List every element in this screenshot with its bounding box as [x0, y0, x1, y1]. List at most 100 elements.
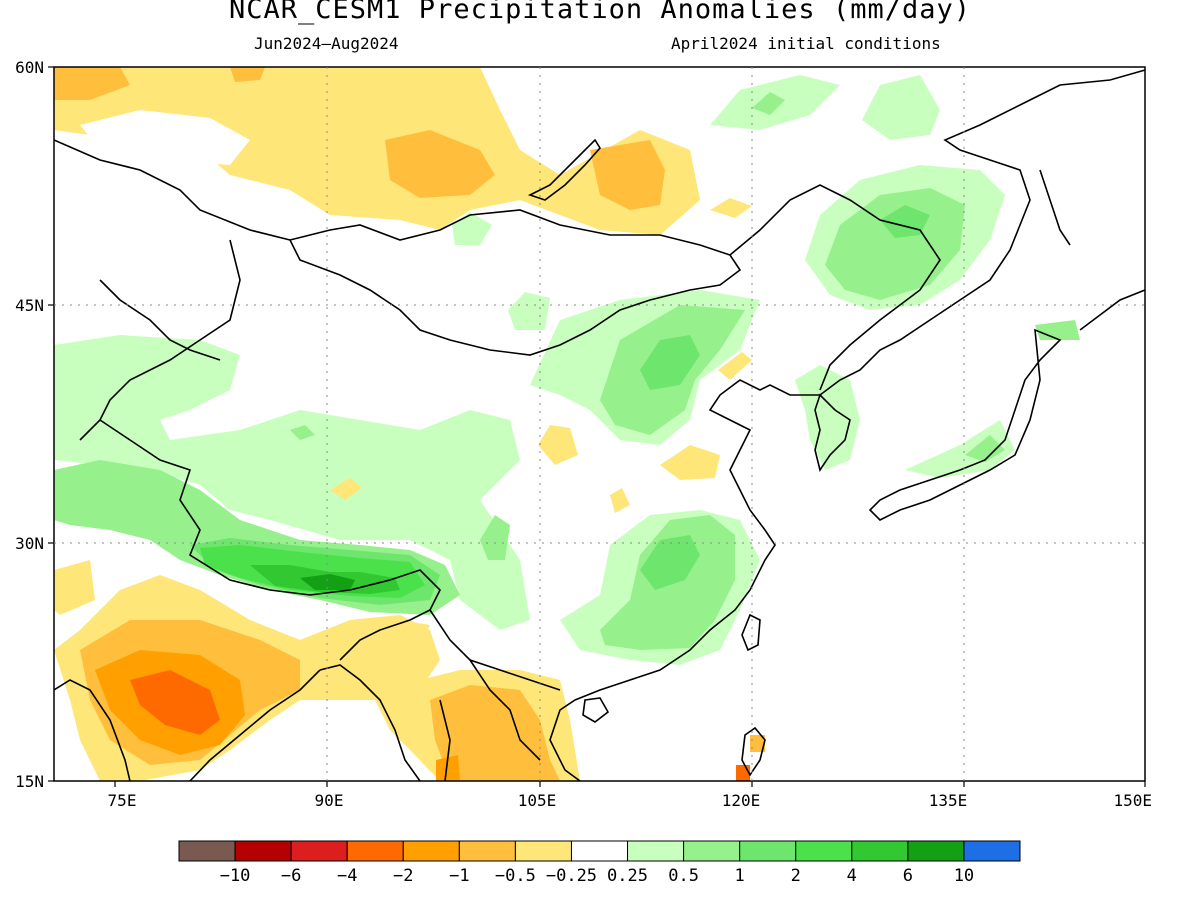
wet-patch-hokkaido — [1035, 320, 1080, 340]
lat-label-30n: 30N — [15, 534, 44, 553]
colorbar-tick-label: 0.5 — [668, 866, 699, 886]
moderate-dry-baikal — [590, 140, 665, 210]
dry-region-northwest — [54, 67, 700, 235]
colorbar-tick-label: 4 — [847, 866, 857, 886]
wet-patch-siberia-south — [452, 212, 492, 245]
wet-core-manchuria — [825, 188, 965, 300]
colorbar-swatch — [795, 840, 853, 862]
wet-patch-tarim — [290, 425, 315, 440]
colorbar-swatch — [458, 840, 516, 862]
colorbar-tick-label: −10 — [220, 866, 251, 886]
wet-core-himalaya-max — [300, 574, 355, 590]
colorbar-tick-label: 2 — [791, 866, 801, 886]
coastline-philippines — [741, 726, 766, 777]
dry-region-indochina-moderate — [430, 685, 560, 781]
lon-label-105e: 105E — [518, 791, 557, 810]
wet-core-south-china-inner — [640, 535, 700, 590]
plot-frame — [53, 66, 1146, 782]
border-mongolia — [288, 209, 742, 356]
wet-patch-korea — [795, 365, 860, 470]
lat-label-60n: 60N — [15, 58, 44, 77]
moderate-dry-siberia — [385, 130, 495, 198]
colorbar-swatch — [963, 840, 1021, 862]
colorbar-swatch — [739, 840, 797, 862]
wet-region-okhotsk — [862, 75, 940, 140]
border-himalaya — [99, 419, 441, 661]
dry-region-india-core — [130, 670, 220, 735]
moderate-dry-north-edge — [230, 67, 265, 82]
wet-patch-qaidam — [480, 515, 510, 560]
colorbar-swatch — [627, 840, 685, 862]
colorbar-swatch — [683, 840, 741, 862]
init-conditions-subtitle: April2024 initial conditions — [671, 34, 941, 53]
lon-label-120e: 120E — [722, 791, 761, 810]
lon-label-75e: 75E — [108, 791, 137, 810]
dry-patch-west-edge — [54, 560, 95, 615]
coastline-india — [54, 669, 321, 781]
white-gap-northwest — [80, 110, 250, 165]
dry-patch-philippines — [750, 735, 765, 752]
wet-core-north — [752, 92, 785, 115]
colorbar-tick-label: −4 — [337, 866, 357, 886]
colorbar-tick-label: 0.25 — [607, 866, 648, 886]
colorbar-tick-label: −0.25 — [546, 866, 597, 886]
colorbar-tick-label: 6 — [903, 866, 913, 886]
wet-patch-japan — [905, 420, 1015, 478]
dry-patch-yunnan — [610, 488, 630, 513]
lon-label-90e: 90E — [315, 791, 344, 810]
wet-region-central-asia — [54, 335, 530, 630]
colorbar-tick-label: 10 — [954, 866, 974, 886]
dry-patch-tibet — [330, 478, 362, 500]
dry-patch-bay-of-bengal — [350, 620, 430, 648]
dry-patch-sichuan — [538, 425, 578, 465]
season-subtitle: Jun2024–Aug2024 — [254, 34, 399, 53]
coastline-kamchatka — [1079, 289, 1145, 331]
colorbar-swatch — [178, 840, 236, 862]
colorbar: −10 −6 −4 −2 −1 −0.5 −0.25 0.25 0.5 1 2 4 6 10 — [178, 840, 1021, 886]
dry-patch-manchuria — [710, 198, 752, 218]
colorbar-tick-label: 1 — [735, 866, 745, 886]
colorbar-tick-label: −6 — [281, 866, 301, 886]
lat-label-45n: 45N — [15, 296, 44, 315]
colorbar-tick-label: −2 — [393, 866, 413, 886]
coastline-hainan — [582, 697, 610, 723]
wet-core-north-china-inner — [640, 335, 700, 390]
colorbar-tick-label: −1 — [449, 866, 469, 886]
lat-label-15n: 15N — [15, 772, 44, 791]
colorbar-swatch — [346, 840, 404, 862]
coastline-east-asia — [549, 69, 1145, 781]
border-china-west — [79, 239, 241, 441]
colorbar-swatch — [234, 840, 292, 862]
coastline-baikal — [527, 138, 601, 201]
coastline-bengal-burma — [319, 664, 421, 781]
coastline-korea — [814, 393, 851, 472]
dry-patch-philippines-south — [736, 765, 750, 781]
coastlines-and-borders — [54, 69, 1145, 781]
dry-patch-bohai — [718, 352, 752, 380]
anomaly-shading — [54, 67, 1080, 781]
dry-patch-yellow-river — [660, 445, 720, 480]
lon-label-135e: 135E — [929, 791, 968, 810]
coastline-japan — [868, 328, 1062, 521]
tick-marks — [48, 66, 1146, 787]
colorbar-swatch — [851, 840, 909, 862]
colorbar-swatch — [402, 840, 460, 862]
coastline-sakhalin — [1039, 169, 1071, 246]
colorbar-swatch — [290, 840, 348, 862]
colorbar-swatch — [907, 840, 965, 862]
wet-patch-mongolia — [508, 292, 550, 330]
dry-patch-indochina-core — [436, 755, 460, 781]
map-title: NCAR_CESM1 Precipitation Anomalies (mm/d… — [229, 0, 971, 25]
border-indochina — [429, 609, 561, 781]
colorbar-swatch — [514, 840, 572, 862]
wet-patch-japan-core — [965, 435, 1005, 462]
lon-label-150e: 150E — [1113, 791, 1152, 810]
border-northeast-china — [729, 184, 941, 391]
colorbar-tick-label: −0.5 — [495, 866, 536, 886]
coastline-taiwan — [741, 613, 761, 652]
border-kazakhstan — [54, 139, 291, 361]
moderate-dry-northwest — [54, 67, 130, 100]
colorbar-swatch — [570, 840, 629, 862]
gridlines — [54, 67, 1145, 781]
